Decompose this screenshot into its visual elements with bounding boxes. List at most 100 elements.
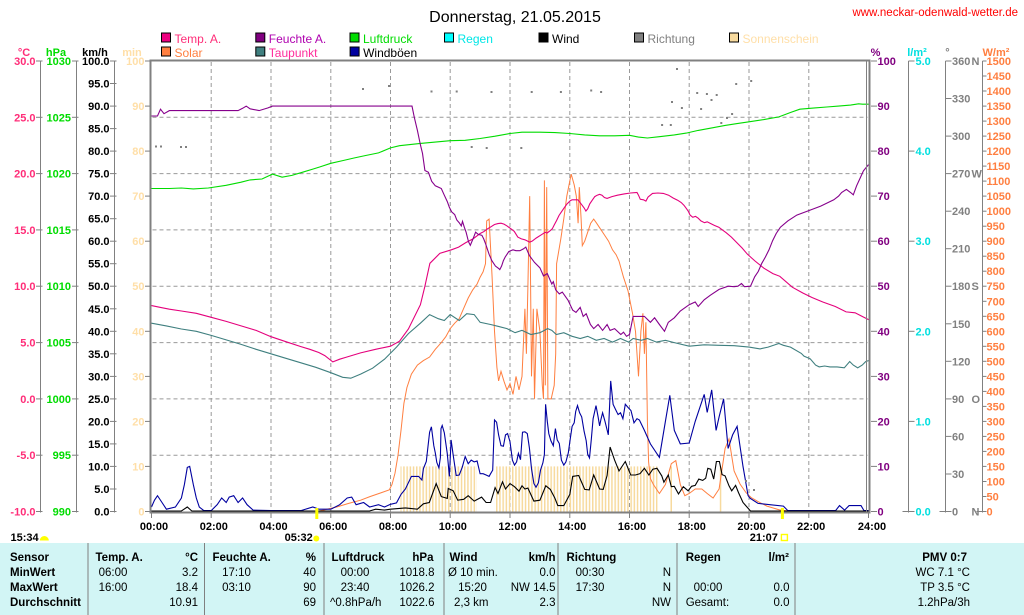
svg-text:50: 50 <box>132 281 144 293</box>
svg-text:650: 650 <box>987 311 1005 323</box>
svg-text:Luftdruck: Luftdruck <box>363 32 413 46</box>
svg-text:150: 150 <box>987 461 1005 473</box>
svg-text:990: 990 <box>53 507 71 519</box>
svg-text:1000: 1000 <box>987 206 1011 218</box>
svg-text:00:00: 00:00 <box>341 567 370 579</box>
svg-text:03:10: 03:10 <box>222 582 251 594</box>
svg-text:40: 40 <box>878 326 890 338</box>
svg-text:22:00: 22:00 <box>797 521 825 533</box>
svg-text:1.2hPa/3h: 1.2hPa/3h <box>918 597 970 609</box>
svg-text:100: 100 <box>126 56 144 68</box>
svg-text:Luftdruck: Luftdruck <box>332 552 386 564</box>
svg-text:210: 210 <box>952 244 970 256</box>
svg-text:50: 50 <box>987 492 999 504</box>
svg-text:WC 7.1 °C: WC 7.1 °C <box>916 567 970 579</box>
svg-text:60: 60 <box>132 236 144 248</box>
svg-text:300: 300 <box>987 416 1005 428</box>
svg-text:240: 240 <box>952 206 970 218</box>
svg-text:90.0: 90.0 <box>88 101 109 113</box>
svg-text:km/h: km/h <box>82 47 108 59</box>
svg-text:°C: °C <box>185 552 198 564</box>
svg-text:4.0: 4.0 <box>916 146 931 158</box>
svg-text:3.2: 3.2 <box>182 567 198 579</box>
svg-text:800: 800 <box>987 266 1005 278</box>
svg-text:40: 40 <box>303 567 316 579</box>
svg-text:N: N <box>663 567 671 579</box>
svg-text:Richtung: Richtung <box>567 552 617 564</box>
svg-text:°: ° <box>945 47 949 59</box>
svg-text:100: 100 <box>987 477 1005 489</box>
svg-text:10: 10 <box>132 461 144 473</box>
svg-text:00:30: 00:30 <box>576 567 605 579</box>
svg-text:Ø 10 min.: Ø 10 min. <box>448 567 498 579</box>
svg-text:08:00: 08:00 <box>379 521 407 533</box>
svg-text:0.0: 0.0 <box>540 567 556 579</box>
svg-text:40: 40 <box>132 326 144 338</box>
svg-text:21:07: 21:07 <box>750 532 778 544</box>
svg-text:25.0: 25.0 <box>14 112 35 124</box>
svg-text:O: O <box>972 394 981 406</box>
svg-text:10.0: 10.0 <box>14 281 35 293</box>
svg-text:500: 500 <box>987 356 1005 368</box>
svg-text:30.0: 30.0 <box>14 56 35 68</box>
svg-text:75.0: 75.0 <box>88 169 109 181</box>
svg-text:1015: 1015 <box>47 225 71 237</box>
svg-text:100: 100 <box>878 56 896 68</box>
svg-text:1100: 1100 <box>987 176 1011 188</box>
svg-text:15:34: 15:34 <box>11 532 40 544</box>
svg-text:69: 69 <box>303 597 316 609</box>
svg-text:-5.0: -5.0 <box>17 450 36 462</box>
svg-text:MinWert: MinWert <box>10 567 55 579</box>
svg-text:330: 330 <box>952 94 970 106</box>
svg-text:14:00: 14:00 <box>558 521 586 533</box>
svg-text:1022.6: 1022.6 <box>399 597 434 609</box>
svg-text:0.0: 0.0 <box>774 582 790 594</box>
svg-text:1026.2: 1026.2 <box>399 582 434 594</box>
svg-text:04:00: 04:00 <box>259 521 287 533</box>
svg-text:Sensor: Sensor <box>10 552 50 564</box>
svg-text:85.0: 85.0 <box>88 124 109 136</box>
svg-text:1005: 1005 <box>47 338 71 350</box>
svg-text:%: % <box>306 552 316 564</box>
svg-text:20: 20 <box>878 416 890 428</box>
svg-text:16:00: 16:00 <box>99 582 128 594</box>
svg-text:950: 950 <box>987 221 1005 233</box>
svg-text:1000: 1000 <box>47 394 71 406</box>
svg-text:0: 0 <box>878 507 884 519</box>
svg-text:1050: 1050 <box>987 191 1011 203</box>
svg-text:PMV 0:7: PMV 0:7 <box>922 552 967 564</box>
svg-text:250: 250 <box>987 431 1005 443</box>
svg-text:120: 120 <box>952 356 970 368</box>
svg-text:700: 700 <box>987 296 1005 308</box>
svg-text:90: 90 <box>952 394 964 406</box>
svg-text:1300: 1300 <box>987 116 1011 128</box>
svg-text:55.0: 55.0 <box>88 259 109 271</box>
svg-text:1030: 1030 <box>47 56 71 68</box>
svg-text:600: 600 <box>987 326 1005 338</box>
svg-text:400: 400 <box>987 386 1005 398</box>
svg-text:l/m²: l/m² <box>907 47 927 59</box>
svg-text:70.0: 70.0 <box>88 191 109 203</box>
svg-text:995: 995 <box>53 450 71 462</box>
svg-text:S: S <box>972 281 979 293</box>
svg-text:100.0: 100.0 <box>82 56 110 68</box>
svg-text:1450: 1450 <box>987 71 1011 83</box>
svg-text:23:40: 23:40 <box>341 582 370 594</box>
svg-text:360: 360 <box>952 56 970 68</box>
svg-text:50: 50 <box>878 281 890 293</box>
svg-text:N: N <box>663 582 671 594</box>
svg-text:30.0: 30.0 <box>88 371 109 383</box>
svg-text:0: 0 <box>952 507 958 519</box>
svg-text:850: 850 <box>987 251 1005 263</box>
svg-text:18.4: 18.4 <box>176 582 199 594</box>
svg-text:TP 3.5 °C: TP 3.5 °C <box>920 582 970 594</box>
svg-text:km/h: km/h <box>529 552 556 564</box>
svg-text:45.0: 45.0 <box>88 304 109 316</box>
svg-text:50.0: 50.0 <box>88 281 109 293</box>
svg-text:-10.0: -10.0 <box>10 507 35 519</box>
svg-text:1150: 1150 <box>987 161 1011 173</box>
svg-text:80: 80 <box>132 146 144 158</box>
svg-text:24:00: 24:00 <box>858 521 886 533</box>
svg-text:1025: 1025 <box>47 112 71 124</box>
svg-text:70: 70 <box>878 191 890 203</box>
